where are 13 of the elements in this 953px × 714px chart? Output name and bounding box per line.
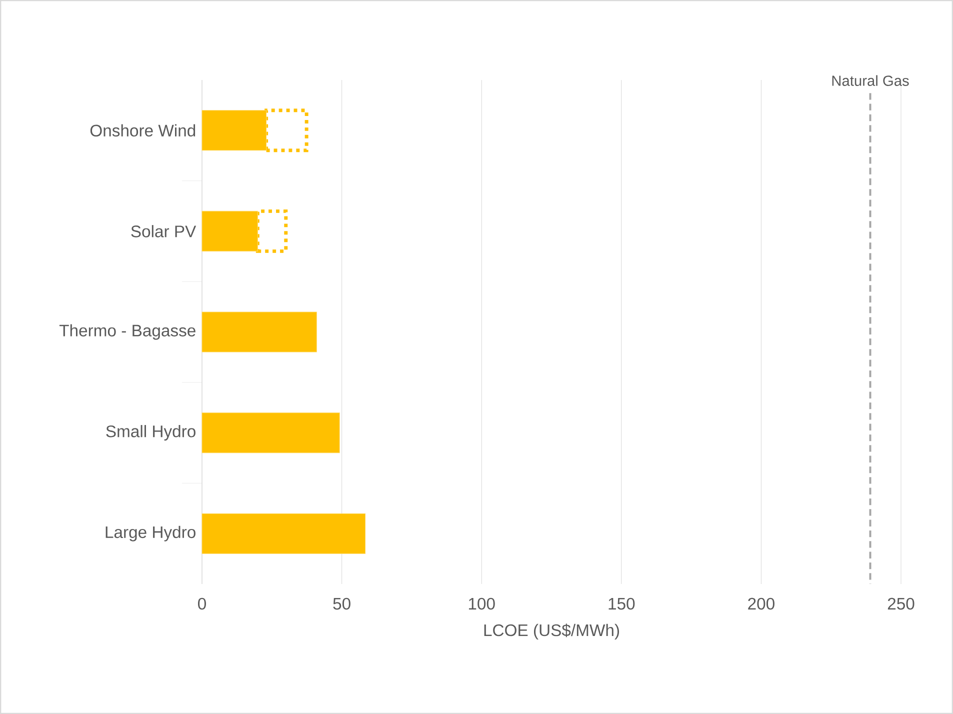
x-tick-label: 200: [748, 598, 774, 610]
y-tick-label: Solar PV: [131, 225, 196, 238]
x-axis-title: LCOE (US$/MWh): [484, 624, 619, 640]
ref-line-label: Natural Gas: [832, 75, 909, 86]
y-tick-label: Small Hydro: [106, 425, 196, 441]
y-tick-label: Onshore Wind: [90, 124, 196, 137]
y-tick-label: Thermo - Bagasse: [59, 324, 196, 340]
x-tick-label: 0: [198, 598, 206, 610]
x-tick-label: 100: [468, 598, 495, 610]
y-tick-label: Large Hydro: [106, 526, 196, 542]
x-tick-label: 50: [333, 598, 350, 610]
x-tick-label: 250: [888, 598, 914, 610]
x-tick-label: 150: [608, 598, 635, 610]
